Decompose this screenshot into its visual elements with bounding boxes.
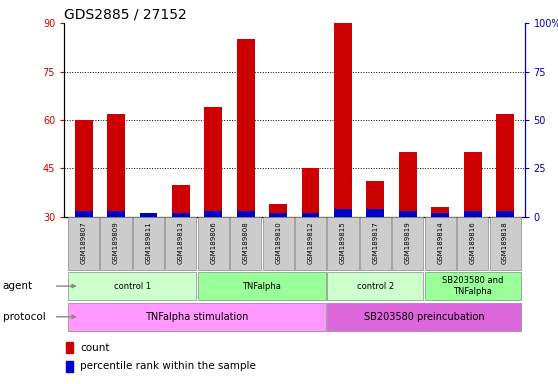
FancyBboxPatch shape [68, 303, 326, 331]
Bar [75, 120, 93, 217]
Bar [496, 114, 514, 217]
Text: GSM189809: GSM189809 [113, 222, 119, 264]
Text: SB203580 and
TNFalpha: SB203580 and TNFalpha [442, 276, 503, 296]
Bar [107, 114, 125, 217]
FancyBboxPatch shape [457, 217, 488, 270]
Text: GSM189812: GSM189812 [307, 222, 314, 264]
Text: GSM189807: GSM189807 [80, 222, 86, 264]
Text: SB203580 preincubation: SB203580 preincubation [364, 312, 484, 322]
Bar [334, 23, 352, 217]
Bar [464, 211, 482, 217]
FancyBboxPatch shape [360, 217, 391, 270]
Text: GSM189816: GSM189816 [470, 222, 475, 264]
Bar [367, 209, 384, 217]
Text: TNFalpha: TNFalpha [243, 281, 281, 291]
Text: GDS2885 / 27152: GDS2885 / 27152 [64, 8, 187, 22]
FancyBboxPatch shape [425, 272, 521, 300]
Text: GSM189815: GSM189815 [340, 222, 346, 264]
Bar [399, 152, 417, 217]
FancyBboxPatch shape [133, 217, 164, 270]
Bar [302, 213, 320, 217]
FancyBboxPatch shape [392, 217, 424, 270]
Bar [367, 181, 384, 217]
Text: GSM189811: GSM189811 [146, 222, 151, 264]
FancyBboxPatch shape [328, 217, 359, 270]
Bar [334, 209, 352, 217]
Text: percentile rank within the sample: percentile rank within the sample [80, 361, 256, 371]
Bar [302, 169, 320, 217]
Text: GSM189813: GSM189813 [178, 222, 184, 264]
Bar [140, 213, 157, 217]
Text: GSM189819: GSM189819 [405, 222, 411, 264]
Text: count: count [80, 343, 110, 353]
Bar [399, 211, 417, 217]
Bar [172, 185, 190, 217]
Text: protocol: protocol [3, 312, 46, 322]
FancyBboxPatch shape [263, 217, 294, 270]
FancyBboxPatch shape [425, 217, 456, 270]
Bar [75, 211, 93, 217]
Text: agent: agent [3, 281, 33, 291]
FancyBboxPatch shape [68, 272, 196, 300]
Bar [66, 342, 73, 353]
FancyBboxPatch shape [100, 217, 132, 270]
Bar [464, 152, 482, 217]
FancyBboxPatch shape [295, 217, 326, 270]
Bar [140, 214, 157, 217]
Text: GSM189818: GSM189818 [502, 222, 508, 264]
FancyBboxPatch shape [489, 217, 521, 270]
Bar [237, 211, 254, 217]
Bar [107, 211, 125, 217]
Text: GSM189814: GSM189814 [437, 222, 443, 264]
Text: GSM189806: GSM189806 [210, 222, 217, 264]
Text: GSM189808: GSM189808 [243, 222, 249, 264]
Text: GSM189810: GSM189810 [275, 222, 281, 264]
Text: control 2: control 2 [357, 281, 394, 291]
Bar [204, 107, 222, 217]
FancyBboxPatch shape [198, 272, 326, 300]
FancyBboxPatch shape [230, 217, 261, 270]
Bar [431, 207, 449, 217]
FancyBboxPatch shape [165, 217, 196, 270]
Bar [66, 361, 73, 372]
Bar [496, 211, 514, 217]
Bar [269, 213, 287, 217]
Bar [172, 213, 190, 217]
Bar [237, 39, 254, 217]
FancyBboxPatch shape [328, 272, 424, 300]
FancyBboxPatch shape [198, 217, 229, 270]
Bar [431, 213, 449, 217]
Text: GSM189817: GSM189817 [372, 222, 378, 264]
Text: control 1: control 1 [114, 281, 151, 291]
Text: TNFalpha stimulation: TNFalpha stimulation [146, 312, 249, 322]
Bar [204, 211, 222, 217]
FancyBboxPatch shape [328, 303, 521, 331]
Bar [269, 204, 287, 217]
FancyBboxPatch shape [68, 217, 99, 270]
